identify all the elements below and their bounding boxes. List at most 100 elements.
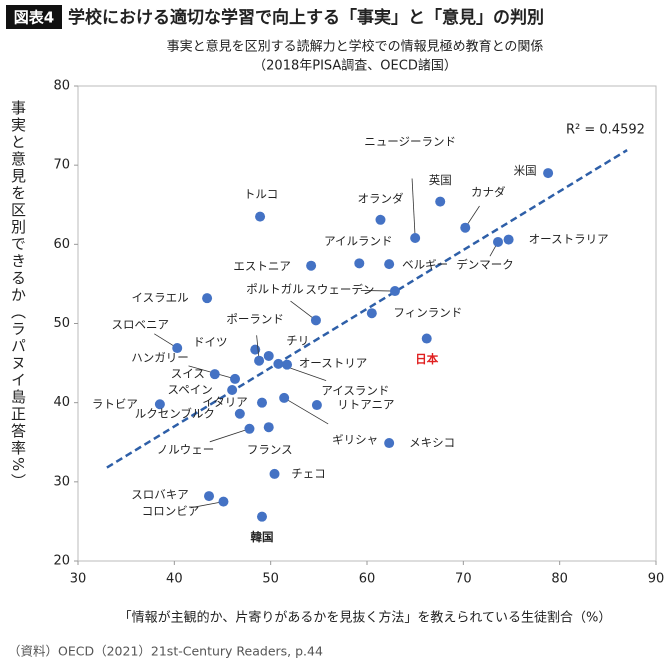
point-label: ハンガリー [131, 350, 189, 364]
x-tick-label: 80 [551, 572, 568, 587]
point [384, 259, 395, 270]
point [244, 423, 255, 434]
point [410, 233, 421, 243]
point [256, 511, 267, 522]
leader-line [190, 501, 224, 509]
y-tick-label: 20 [53, 554, 70, 569]
point [256, 397, 267, 408]
x-tick-label: 90 [648, 572, 665, 587]
x-tick-label: 70 [455, 572, 472, 587]
point-label: チェコ [291, 466, 326, 480]
point [255, 211, 266, 222]
point-label: ニュージーランド [364, 135, 456, 149]
point [306, 260, 317, 271]
subtitle: 事実と意見を区別する読解力と学校での情報見極め教育との関係 [167, 39, 544, 55]
point-label: ドイツ [193, 335, 228, 349]
point [354, 258, 365, 269]
point [273, 358, 284, 369]
leader-line [209, 428, 250, 443]
point-label: 英国 [429, 173, 452, 187]
y-tick-label: 70 [53, 158, 70, 173]
point-label: 米国 [514, 164, 537, 178]
chart-title: 学校における適切な学習で向上する「事実」と「意見」の判別 [68, 7, 544, 28]
y-tick-label: 40 [53, 395, 70, 410]
trendline [106, 149, 628, 469]
point-label: オーストリア [299, 356, 367, 370]
point [202, 293, 213, 304]
point-label: オーストラリア [529, 232, 609, 246]
x-tick-label: 50 [262, 572, 279, 587]
x-axis-label: 「情報が主観的か、片寄りがあるかを見抜く方法」を教えられている生徒割合（%） [119, 610, 612, 626]
point-label: アイスランド [321, 383, 389, 397]
point-label: スペイン [168, 383, 213, 397]
point-label: アイルランド [324, 234, 392, 248]
point [227, 385, 238, 395]
point [172, 343, 183, 354]
subtitle: （2018年PISA調査、OECD諸国） [253, 58, 457, 74]
point [263, 422, 274, 433]
x-tick-label: 60 [359, 572, 376, 587]
point-label: オランダ [357, 191, 403, 205]
point-label: スロベニア [111, 318, 169, 332]
point [263, 350, 274, 361]
point-label: フランス [247, 443, 293, 457]
point [493, 236, 504, 247]
leader-line [283, 397, 329, 425]
point-label: リトアニア [337, 398, 394, 412]
point [204, 491, 215, 502]
x-tick-label: 40 [166, 572, 183, 587]
y-axis-label: 事実と意見を区別できるか（ラパヌイ島正答率%） [9, 100, 27, 491]
point [279, 392, 290, 403]
point-label: イタリア [202, 395, 248, 409]
point-label: ポーランド [226, 312, 284, 326]
point [421, 333, 432, 344]
point-label: ギリシャ [332, 432, 378, 446]
point-label: ベルギー [402, 258, 448, 272]
point [282, 359, 293, 370]
point [234, 408, 245, 419]
point [218, 496, 229, 507]
leader-line [411, 178, 416, 239]
point-label: ノルウェー [157, 442, 215, 456]
x-tick-label: 30 [70, 572, 87, 587]
point-label: スイス [171, 367, 205, 381]
point-label: フィンランド [393, 306, 462, 320]
point [254, 355, 265, 366]
y-tick-label: 60 [53, 237, 70, 252]
point-label: ポルトガル [246, 282, 304, 296]
leader-line [360, 290, 395, 292]
point-label: メキシコ [409, 436, 455, 450]
point [543, 168, 554, 179]
point-label: トルコ [244, 187, 278, 201]
point [310, 315, 321, 326]
leader-line [290, 300, 317, 321]
point-label: スロバキア [131, 488, 189, 502]
source: （資料）OECD（2021）21st-Century Readers, p.44 [8, 644, 323, 659]
point-label: スウェーデン [305, 283, 374, 297]
r-squared: R² = 0.4592 [566, 123, 645, 138]
point [311, 400, 322, 411]
y-tick-label: 80 [53, 79, 70, 94]
badge: 図表4 [14, 9, 54, 27]
point [269, 468, 280, 479]
point [435, 196, 446, 207]
point-label: ラトビア [92, 397, 138, 411]
point [384, 438, 395, 449]
y-tick-label: 50 [53, 316, 70, 331]
point-label: ルクセンブルク [135, 406, 215, 420]
point-label: コロンビア [142, 504, 200, 518]
point [375, 214, 386, 225]
point [389, 286, 400, 297]
point [366, 308, 377, 319]
point [460, 222, 471, 233]
point [154, 399, 165, 410]
point [230, 373, 241, 384]
point [503, 234, 514, 245]
y-tick-label: 30 [53, 474, 70, 489]
point-label: 韓国 [250, 530, 273, 544]
point-label: エストニア [233, 259, 291, 273]
badge-bg [6, 5, 62, 29]
point-label: イスラエル [132, 291, 189, 305]
